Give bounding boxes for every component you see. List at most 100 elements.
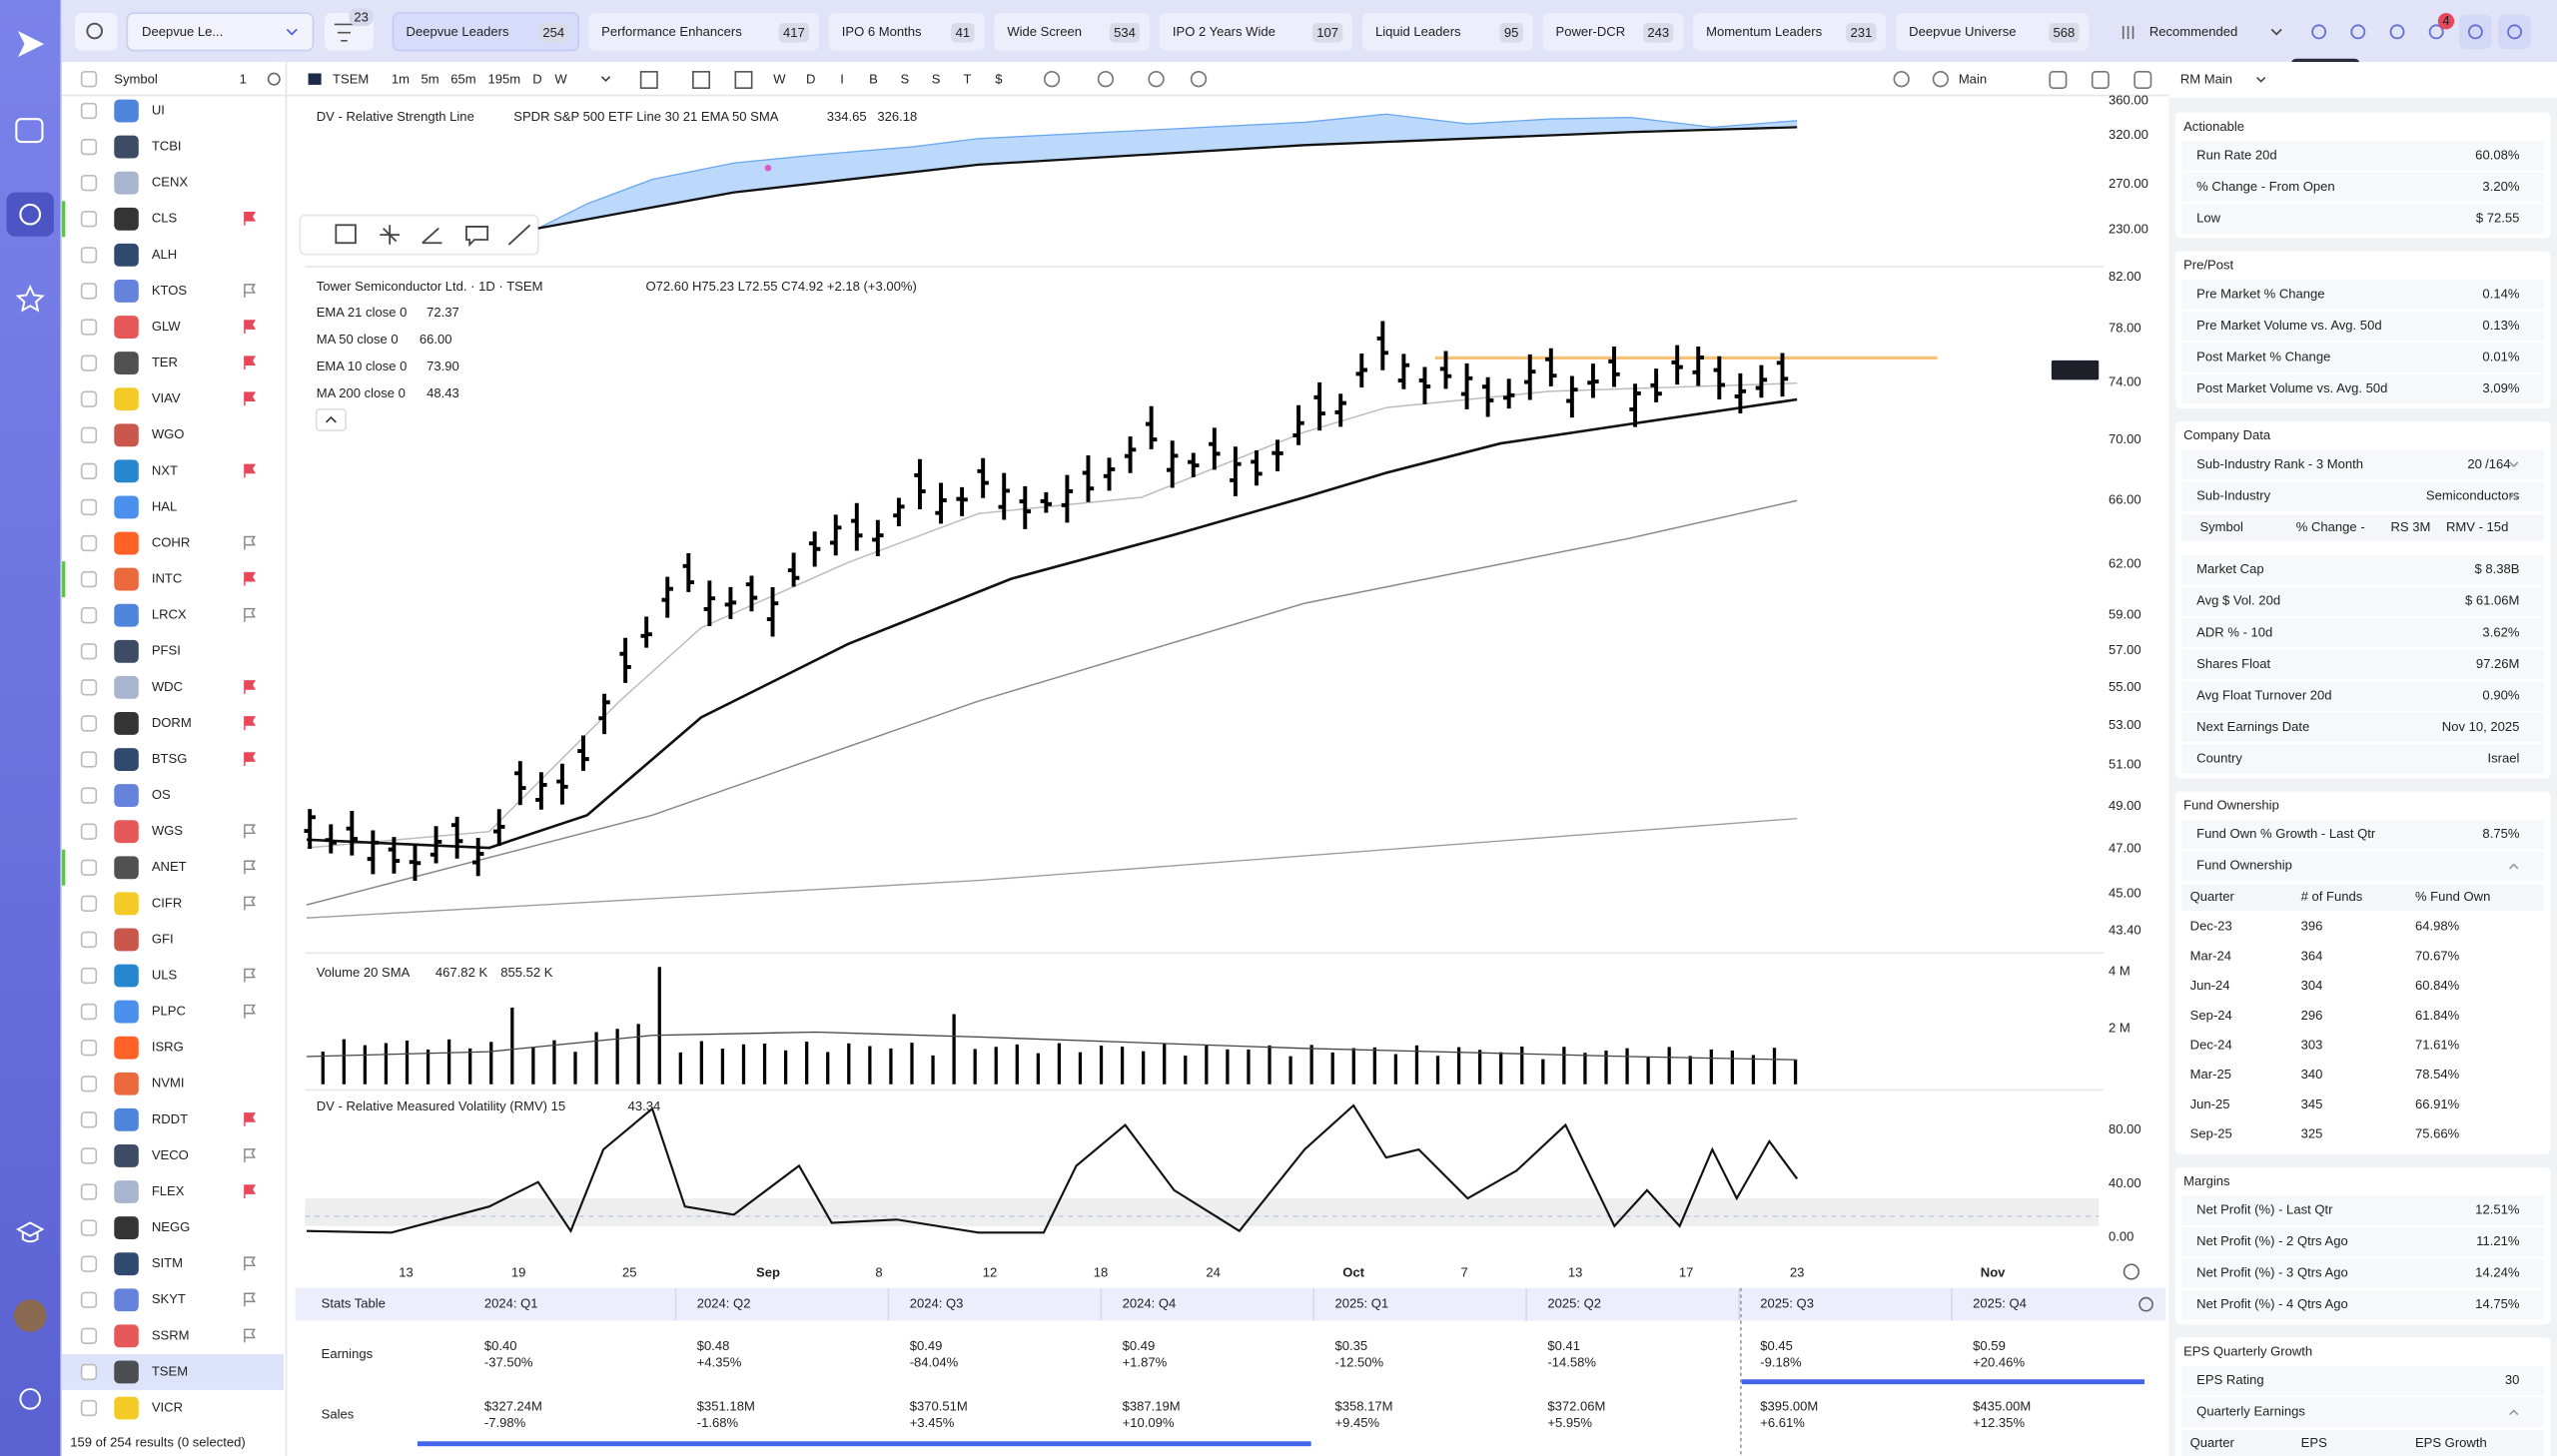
checkbox[interactable] (80, 931, 98, 949)
tab[interactable] (588, 13, 819, 51)
symbol[interactable]: PLPC (152, 1004, 186, 1019)
checkbox[interactable] (80, 211, 98, 228)
tool-icon[interactable] (1893, 71, 1910, 88)
tab[interactable] (828, 13, 985, 51)
checkbox[interactable] (80, 462, 98, 480)
checkbox[interactable] (80, 1327, 98, 1344)
rail-icon-active[interactable] (6, 192, 54, 237)
indicator-button[interactable]: I (840, 71, 844, 86)
symbol[interactable]: WDC (152, 679, 183, 694)
flag[interactable] (244, 1256, 256, 1271)
tool-icon[interactable] (2091, 71, 2110, 89)
tool-icon[interactable] (639, 71, 658, 89)
interval[interactable]: 5m (422, 71, 439, 86)
chevron[interactable] (2509, 863, 2519, 870)
flag[interactable] (244, 535, 256, 550)
checkbox[interactable] (80, 426, 98, 443)
tab[interactable] (1159, 13, 1353, 51)
checkbox[interactable] (80, 1183, 98, 1200)
symbol[interactable]: ALH (152, 247, 177, 262)
tab[interactable] (1693, 13, 1887, 51)
tool-icon[interactable] (1097, 71, 1115, 88)
symbol[interactable]: RDDT (152, 1111, 188, 1126)
flag[interactable] (244, 391, 256, 406)
symbol[interactable]: SITM (152, 1255, 183, 1270)
checkbox[interactable] (80, 787, 98, 804)
tool-icon[interactable] (2133, 71, 2152, 89)
symbol[interactable]: NXT (152, 462, 178, 477)
flag[interactable] (244, 680, 256, 694)
rail-icon[interactable] (15, 285, 45, 313)
symbol[interactable]: TCBI (152, 139, 182, 154)
symbol[interactable]: TER (152, 355, 178, 369)
watchlist-select[interactable] (126, 12, 315, 52)
checkbox[interactable] (80, 247, 98, 264)
checkbox[interactable] (80, 355, 98, 371)
tab[interactable] (1896, 13, 2090, 51)
symbol[interactable]: WGS (152, 823, 183, 838)
checkbox[interactable] (80, 1040, 98, 1057)
interval[interactable]: W (554, 71, 567, 86)
flag[interactable] (244, 1004, 256, 1019)
flag[interactable] (244, 463, 256, 478)
tab[interactable] (994, 13, 1151, 51)
checkbox[interactable] (80, 498, 98, 516)
symbol[interactable]: COHR (152, 534, 190, 549)
flag[interactable] (244, 860, 256, 875)
symbol[interactable]: ANET (152, 859, 187, 874)
flag[interactable] (244, 284, 256, 298)
axis-settings[interactable] (2123, 1263, 2140, 1280)
checkbox[interactable] (80, 319, 98, 336)
indicator-button[interactable]: W (773, 71, 786, 86)
checkbox[interactable] (80, 967, 98, 985)
recommended[interactable]: Recommended (2149, 24, 2237, 39)
checkbox[interactable] (80, 390, 98, 407)
rail-icon[interactable] (15, 1221, 45, 1243)
flag[interactable] (244, 968, 256, 983)
symbol[interactable]: CIFR (152, 895, 182, 910)
checkbox[interactable] (80, 607, 98, 624)
flag[interactable] (244, 752, 256, 767)
tool-icon[interactable] (1932, 71, 1950, 88)
indicator-button[interactable]: S (932, 71, 941, 86)
tab[interactable] (1361, 13, 1533, 51)
symbol[interactable]: ISRG (152, 1040, 184, 1055)
symbol[interactable]: KTOS (152, 283, 188, 298)
settings-icon[interactable] (267, 72, 281, 86)
indicator-button[interactable]: $ (995, 71, 1003, 86)
checkbox[interactable] (80, 1255, 98, 1272)
flag[interactable] (244, 212, 256, 226)
flag[interactable] (244, 320, 256, 335)
checkbox[interactable] (80, 859, 98, 876)
flag[interactable] (244, 571, 256, 586)
toolbar-button[interactable] (2498, 14, 2531, 49)
checkbox[interactable] (80, 751, 98, 768)
tool-icon[interactable] (1148, 71, 1165, 88)
tool-icon[interactable] (692, 71, 711, 89)
interval[interactable]: 195m (487, 71, 520, 86)
symbol[interactable]: UI (152, 102, 165, 117)
tool-icon[interactable] (1043, 71, 1061, 88)
toolbar-button[interactable] (2459, 14, 2492, 49)
flag[interactable] (244, 1328, 256, 1343)
collapse-button[interactable] (315, 407, 347, 431)
checkbox[interactable] (80, 1003, 98, 1021)
checkbox[interactable] (80, 102, 98, 120)
symbol[interactable]: VICR (152, 1399, 183, 1414)
checkbox[interactable] (80, 715, 98, 732)
symbol[interactable]: DORM (152, 715, 192, 730)
tab[interactable] (392, 12, 580, 52)
indicator-button[interactable]: B (869, 71, 878, 86)
checkbox[interactable] (80, 1291, 98, 1308)
tool-icon[interactable] (734, 71, 753, 89)
symbol[interactable]: LRCX (152, 607, 187, 622)
rail-icon[interactable] (15, 118, 44, 144)
symbol[interactable]: VECO (152, 1147, 189, 1162)
stats-settings[interactable] (2138, 1296, 2153, 1312)
interval[interactable]: 1m (392, 71, 410, 86)
checkbox[interactable] (80, 823, 98, 840)
symbol[interactable]: VIAV (152, 390, 181, 405)
flag[interactable] (244, 607, 256, 622)
checkbox[interactable] (80, 283, 98, 300)
indicator-button[interactable]: D (806, 71, 815, 86)
